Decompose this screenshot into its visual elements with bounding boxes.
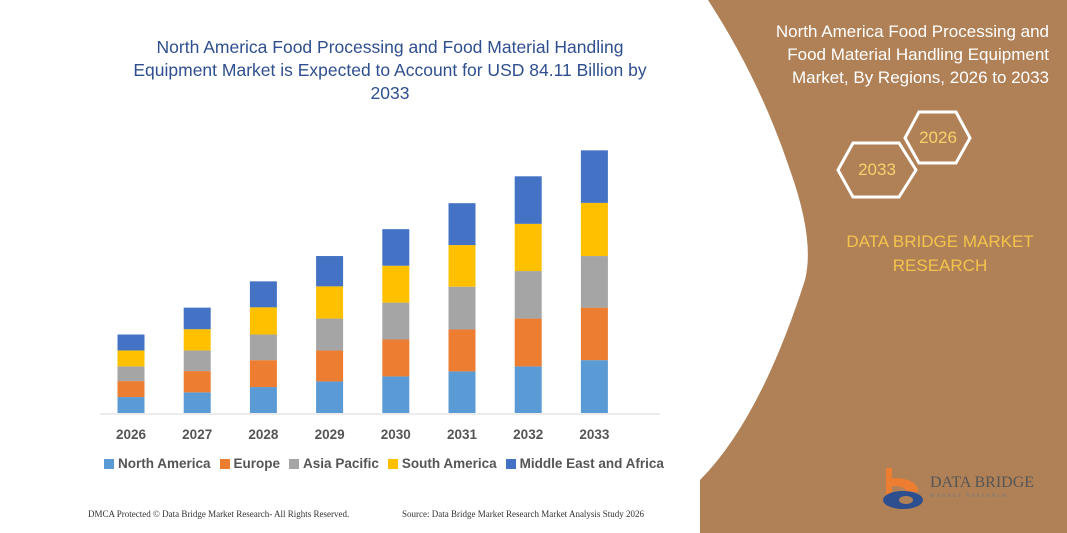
x-tick-label: 2030	[381, 427, 411, 442]
bar-2033-asia-pacific	[580, 256, 608, 308]
chart-plot: 2026 2027 2028 2029 2030 2031 2032 2033	[116, 150, 610, 442]
legend-swatch	[219, 458, 230, 469]
bar-2029-middle-east-and-africa	[316, 256, 344, 287]
bar-2026-north-america	[117, 397, 145, 413]
bar-2033-south-america	[580, 202, 608, 257]
bar-2028-europe	[249, 360, 277, 388]
legend-swatch	[104, 458, 114, 469]
bar-2028-south-america	[249, 307, 277, 335]
bar-2032-north-america	[514, 366, 542, 413]
legend-swatch	[289, 458, 300, 469]
x-tick-label: 2026	[116, 427, 147, 442]
hex-2026	[903, 110, 972, 165]
legend: North America Europe Asia Pacific South Ame…	[104, 456, 664, 471]
side-panel	[700, 0, 1067, 533]
footer-copyright: DMCA Protected © Data Bridge Market Rese…	[88, 509, 350, 519]
logo-sub: MARKET RESEARCH	[930, 494, 1009, 499]
hex-label-2033: 2033	[858, 160, 896, 179]
legend-swatch	[387, 458, 398, 469]
footer-source: Source: Data Bridge Market Research Mark…	[402, 509, 644, 519]
side-title: North America Food Processing and Food M…	[775, 22, 1049, 87]
logo-icon	[883, 468, 923, 509]
legend-item: Middle East and Africa	[505, 456, 664, 471]
brand-text: DATA BRIDGE MARKET RESEARCH	[846, 232, 1034, 275]
bar-2033-north-america	[580, 360, 608, 413]
x-tick-label: 2028	[248, 427, 279, 442]
bar-2027-south-america	[183, 329, 211, 351]
bar-2028-asia-pacific	[249, 334, 277, 361]
legend-label: North America	[118, 456, 211, 471]
bar-2027-europe	[183, 371, 211, 393]
bar-2027-north-america	[183, 392, 211, 413]
legend-label: South America	[401, 456, 497, 471]
x-tick-label: 2029	[315, 427, 345, 442]
legend-label: Europe	[233, 456, 281, 471]
bar-2031-europe	[448, 329, 476, 372]
legend-item: Asia Pacific	[289, 456, 379, 471]
bar-2031-asia-pacific	[448, 286, 476, 330]
bar-2032-middle-east-and-africa	[514, 176, 542, 224]
bar-2029-north-america	[316, 381, 344, 413]
bar-2029-europe	[316, 350, 344, 382]
bar-2026-middle-east-and-africa	[117, 334, 145, 351]
bar-2028-north-america	[249, 387, 277, 413]
bar-2032-south-america	[514, 223, 542, 272]
bar-2027-asia-pacific	[183, 350, 211, 372]
bar-2027-middle-east-and-africa	[183, 307, 211, 330]
bar-2033-middle-east-and-africa	[580, 150, 608, 203]
x-tick-label: 2027	[182, 427, 212, 442]
legend-item: North America	[104, 456, 211, 471]
bar-2028-middle-east-and-africa	[249, 281, 277, 308]
bar-2032-europe	[514, 318, 542, 367]
bar-2033-europe	[580, 307, 608, 361]
bar-2026-europe	[117, 381, 145, 398]
bar-2030-north-america	[382, 376, 410, 413]
legend-label: Asia Pacific	[303, 456, 379, 471]
bar-2029-asia-pacific	[316, 318, 344, 351]
legend-swatch	[505, 458, 516, 469]
legend-label: Middle East and Africa	[519, 456, 664, 471]
bar-2030-europe	[382, 339, 410, 377]
bar-2031-south-america	[448, 245, 476, 287]
x-tick-label: 2031	[447, 427, 478, 442]
bar-2032-asia-pacific	[514, 271, 542, 319]
logo-name: DATA BRIDGE	[930, 474, 1035, 491]
chart-title: North America Food Processing and Food M…	[133, 37, 647, 103]
bar-2026-asia-pacific	[117, 366, 145, 382]
hex-label-2026: 2026	[919, 128, 957, 147]
legend-item: Europe	[219, 456, 281, 471]
bar-2030-middle-east-and-africa	[382, 229, 410, 266]
bar-2026-south-america	[117, 350, 145, 367]
legend-item: South America	[387, 456, 497, 471]
bar-2029-south-america	[316, 286, 344, 319]
bar-2031-north-america	[448, 371, 476, 413]
hex-2033	[836, 141, 918, 199]
bar-2031-middle-east-and-africa	[448, 203, 476, 246]
bar-2030-south-america	[382, 265, 410, 303]
x-tick-label: 2033	[579, 427, 610, 442]
x-tick-label: 2032	[513, 427, 543, 442]
bar-2030-asia-pacific	[382, 302, 410, 340]
